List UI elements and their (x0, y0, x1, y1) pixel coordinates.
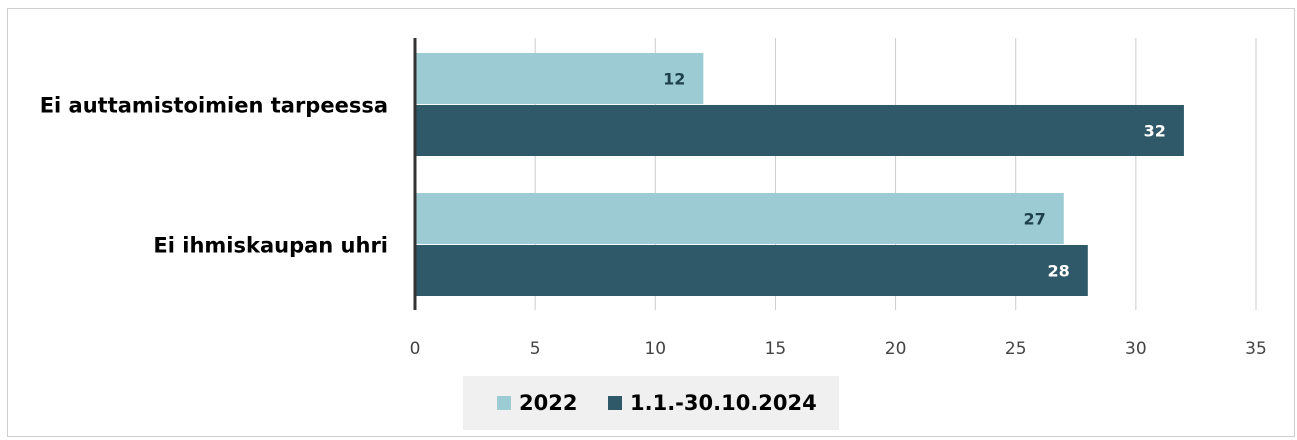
legend-swatch-2024 (608, 396, 622, 410)
data-label-1.1.-30.10.2024-0: 32 (1144, 122, 1166, 141)
legend-item-2024: 1.1.-30.10.2024 (608, 391, 817, 415)
x-tick-label-15: 15 (765, 339, 787, 359)
data-label-2022-0: 12 (663, 70, 685, 89)
category-label-0: Ei auttamistoimien tarpeessa (40, 94, 388, 118)
legend-label-2022: 2022 (519, 391, 578, 415)
legend: 2022 1.1.-30.10.2024 (463, 376, 839, 430)
x-tick-label-30: 30 (1125, 339, 1147, 359)
x-tick-label-20: 20 (885, 339, 907, 359)
bar-2022-1 (415, 193, 1064, 244)
data-label-1.1.-30.10.2024-1: 28 (1048, 262, 1070, 281)
category-label-1: Ei ihmiskaupan uhri (153, 234, 388, 258)
legend-label-2024: 1.1.-30.10.2024 (630, 391, 817, 415)
x-tick-label-5: 5 (530, 339, 541, 359)
bar-1.1.-30.10.2024-0 (415, 105, 1184, 156)
bar-1.1.-30.10.2024-1 (415, 245, 1088, 296)
legend-item-2022: 2022 (497, 391, 578, 415)
x-tick-label-35: 35 (1245, 339, 1267, 359)
legend-swatch-2022 (497, 396, 511, 410)
bar-2022-0 (415, 53, 704, 104)
x-tick-label-25: 25 (1005, 339, 1027, 359)
x-tick-label-10: 10 (644, 339, 666, 359)
data-label-2022-1: 27 (1024, 210, 1046, 229)
x-tick-label-0: 0 (410, 339, 421, 359)
